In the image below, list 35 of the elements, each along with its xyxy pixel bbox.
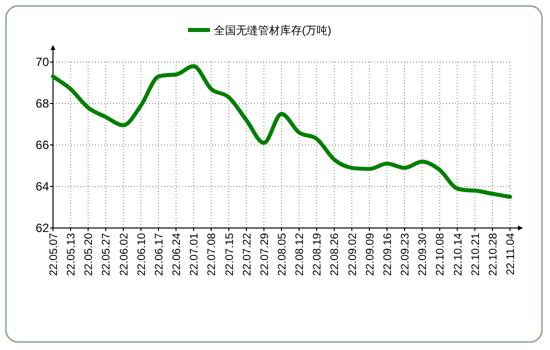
x-tick-label: 22.10.14 xyxy=(452,233,464,276)
x-tick-label: 22.05.07 xyxy=(48,233,60,276)
x-tick-label: 22.09.09 xyxy=(364,233,376,276)
x-tick-label: 22.09.23 xyxy=(400,233,412,276)
y-tick-label: 66 xyxy=(36,138,50,152)
x-tick-label: 22.07.01 xyxy=(188,233,201,276)
x-tick-label: 22.08.12 xyxy=(294,233,306,276)
x-tick-label: 22.05.27 xyxy=(100,233,113,276)
x-tick-label: 22.07.22 xyxy=(241,233,254,276)
y-tick-label: 70 xyxy=(36,55,50,69)
x-tick-label: 22.09.30 xyxy=(417,233,430,276)
x-tick-label: 22.06.17 xyxy=(153,233,166,276)
y-tick-label: 62 xyxy=(36,221,50,235)
legend: 全国无缝管材库存(万吨) xyxy=(188,25,332,37)
x-tick-label: 22.06.10 xyxy=(136,233,148,276)
x-tick-label: 22.07.08 xyxy=(206,233,218,276)
x-tick-label: 22.07.15 xyxy=(224,233,236,276)
x-tick-label: 22.10.28 xyxy=(487,233,500,276)
x-tick-label: 22.08.26 xyxy=(329,233,342,276)
x-tick-label: 22.10.21 xyxy=(470,233,482,276)
y-tick-label: 64 xyxy=(36,180,50,194)
x-tick-label: 22.05.13 xyxy=(66,233,78,276)
x-tick-label: 22.07.29 xyxy=(258,233,271,276)
x-tick-label: 22.06.24 xyxy=(171,233,184,276)
x-tick-label: 22.11.04 xyxy=(505,233,517,276)
x-tick-label: 22.08.05 xyxy=(276,233,288,276)
x-tick-label: 22.09.16 xyxy=(382,233,394,276)
x-tick-label: 22.05.20 xyxy=(83,233,96,276)
x-tick-label: 22.08.19 xyxy=(312,233,324,276)
y-tick-label: 68 xyxy=(36,96,50,110)
plot: 62 64 66 68 70 22.05.07 22.05.13 22.05.20 22.05.27 22.06.02 22.06.10 22.06.17 22.06.24 22.07.01 22.07.08 22.07.15 22.07.22 22.07.29 22.08.05 22.08.12 22.08.19 22.08.26 22.09.02 22.09.09 22.09.16 22.09.23 22.09.30 22.10.08 22.10.14 22.10.21 22.10.28 22.11.04 xyxy=(36,45,523,276)
legend-label: 全国无缝管材库存(万吨) xyxy=(214,24,332,37)
x-tick-label: 22.06.02 xyxy=(118,233,130,276)
x-tick-label: 22.10.08 xyxy=(434,233,447,276)
x-tick-label: 22.09.02 xyxy=(346,233,359,276)
